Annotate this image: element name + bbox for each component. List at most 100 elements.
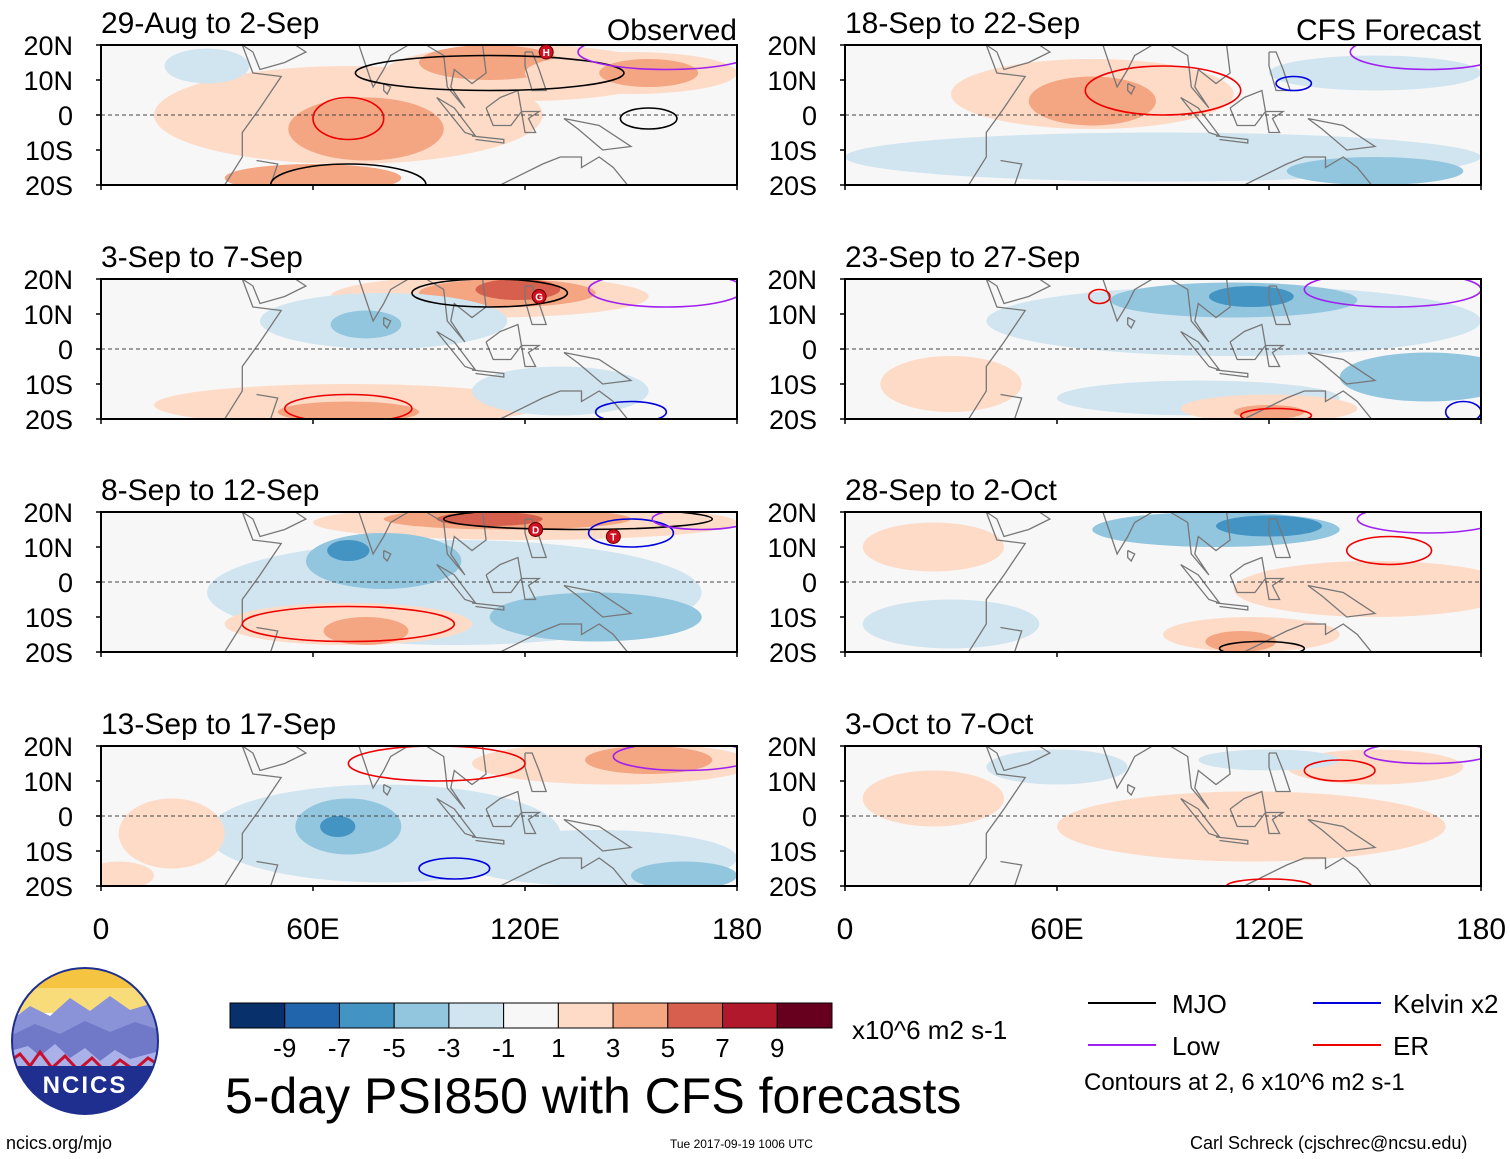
contour-line [587,279,737,308]
colorbar-level: 9 [770,1033,784,1063]
y-tick-label: 20N [767,498,817,528]
panel-8: 3-Oct to 7-Oct 20N 10N 0 10S 20S [767,708,1482,902]
forecast-label: CFS Forecast [1296,14,1482,47]
shading-blob [585,746,713,774]
shading-blob [224,164,402,185]
colorbar-level: 3 [606,1033,620,1063]
coastline [1163,279,1231,343]
coastline [524,752,548,793]
contour-line [1356,512,1481,534]
coastline [1215,602,1249,611]
coastline [383,316,392,330]
y-tick-label: 0 [802,568,817,598]
shading-blob [475,279,561,300]
coastline [471,135,505,144]
coastline [419,45,487,109]
coastline [241,45,308,71]
coastline [845,512,1027,652]
contour-line [1345,535,1433,566]
y-tick-label: 10S [25,370,73,400]
contour-line [619,107,678,130]
y-tick-label: 20S [769,405,817,435]
storm-marker-circle [528,522,544,537]
colorbar-level: 5 [661,1033,675,1063]
y-tick-label: 0 [802,101,817,131]
storm-marker-circle [605,529,621,544]
storm-marker-label: T [610,533,616,544]
coastline [845,279,1027,419]
panel-map-6 [845,279,1481,419]
coastline [1085,746,1154,790]
y-tick-label: 0 [58,101,73,131]
colorbar: -9 -7 -5 -3 -1 1 3 5 7 9 x10^6 m2 s-1 [229,1002,1007,1063]
shading-blob [986,749,1128,785]
contour-line [1303,759,1376,782]
coastline [520,344,542,368]
shading-blob [164,48,250,84]
coastline [256,393,279,419]
contour-line [1218,640,1306,652]
coastline [1127,549,1136,563]
y-tick-label: 20N [767,31,817,61]
contour-line [241,605,456,643]
coastline [985,45,1052,71]
colorbar-level: -1 [492,1033,515,1063]
panel-2: 3-Sep to 7-Sep 20N 10N 0 10S 20S [23,241,738,435]
contour-line [1239,407,1313,419]
shading-blob [489,592,702,642]
panel-title: 3-Sep to 7-Sep [101,241,303,274]
panel-title: 3-Oct to 7-Oct [845,708,1034,741]
panel-map-4 [101,746,737,886]
y-tick-label: 10N [23,300,73,330]
shading-blob [862,770,1004,827]
y-tick-label: 10N [767,66,817,96]
coastline [845,746,1027,886]
shading-blob [436,512,543,526]
colorbar-swatch [667,1002,724,1029]
coastline [563,117,633,151]
shading-blob [327,540,370,561]
shading-blob [1339,352,1481,402]
coastline [471,836,505,845]
panel-map-8 [845,746,1481,886]
coastline [1127,316,1136,330]
colorbar-level: -5 [383,1033,406,1063]
y-tick-label: 0 [58,802,73,832]
panel-title: 13-Sep to 17-Sep [101,708,336,741]
panel-6: 23-Sep to 27-Sep 20N 10N 0 10S 20S [767,241,1482,435]
shading-blob [1208,286,1294,307]
coastline [524,518,548,559]
coastline [1000,860,1023,886]
storm-marker-H: H [538,44,554,60]
coastline [1127,82,1136,96]
shading-blob [118,798,225,869]
y-tick-label: 20S [769,872,817,902]
y-tick-label: 10N [767,533,817,563]
coastline [1264,344,1286,368]
coastline [1163,45,1231,109]
coastline [985,512,1052,538]
coastline [256,626,279,652]
coastline [341,746,410,790]
coastline [101,746,283,886]
y-tick-label: 10N [767,767,817,797]
coastline [1307,117,1377,151]
y-tick-label: 10S [25,136,73,166]
y-tick-label: 20S [25,405,73,435]
coastline [471,602,505,611]
coastline [500,857,629,886]
panel-map-7 [845,512,1481,652]
footer-url[interactable]: ncics.org/mjo [6,1133,113,1153]
y-tick-label: 10N [23,767,73,797]
footer-timestamp: Tue 2017-09-19 1006 UTC [670,1137,813,1151]
shading-blob [1269,55,1481,91]
coastline [1244,390,1373,419]
colorbar-level: 7 [715,1033,729,1063]
coastline [101,279,283,419]
colorbar-swatch [776,1002,833,1029]
colorbar-swatch [557,1002,614,1029]
coastline [1215,135,1249,144]
coastline [383,783,392,797]
panel-map-5 [845,45,1481,185]
